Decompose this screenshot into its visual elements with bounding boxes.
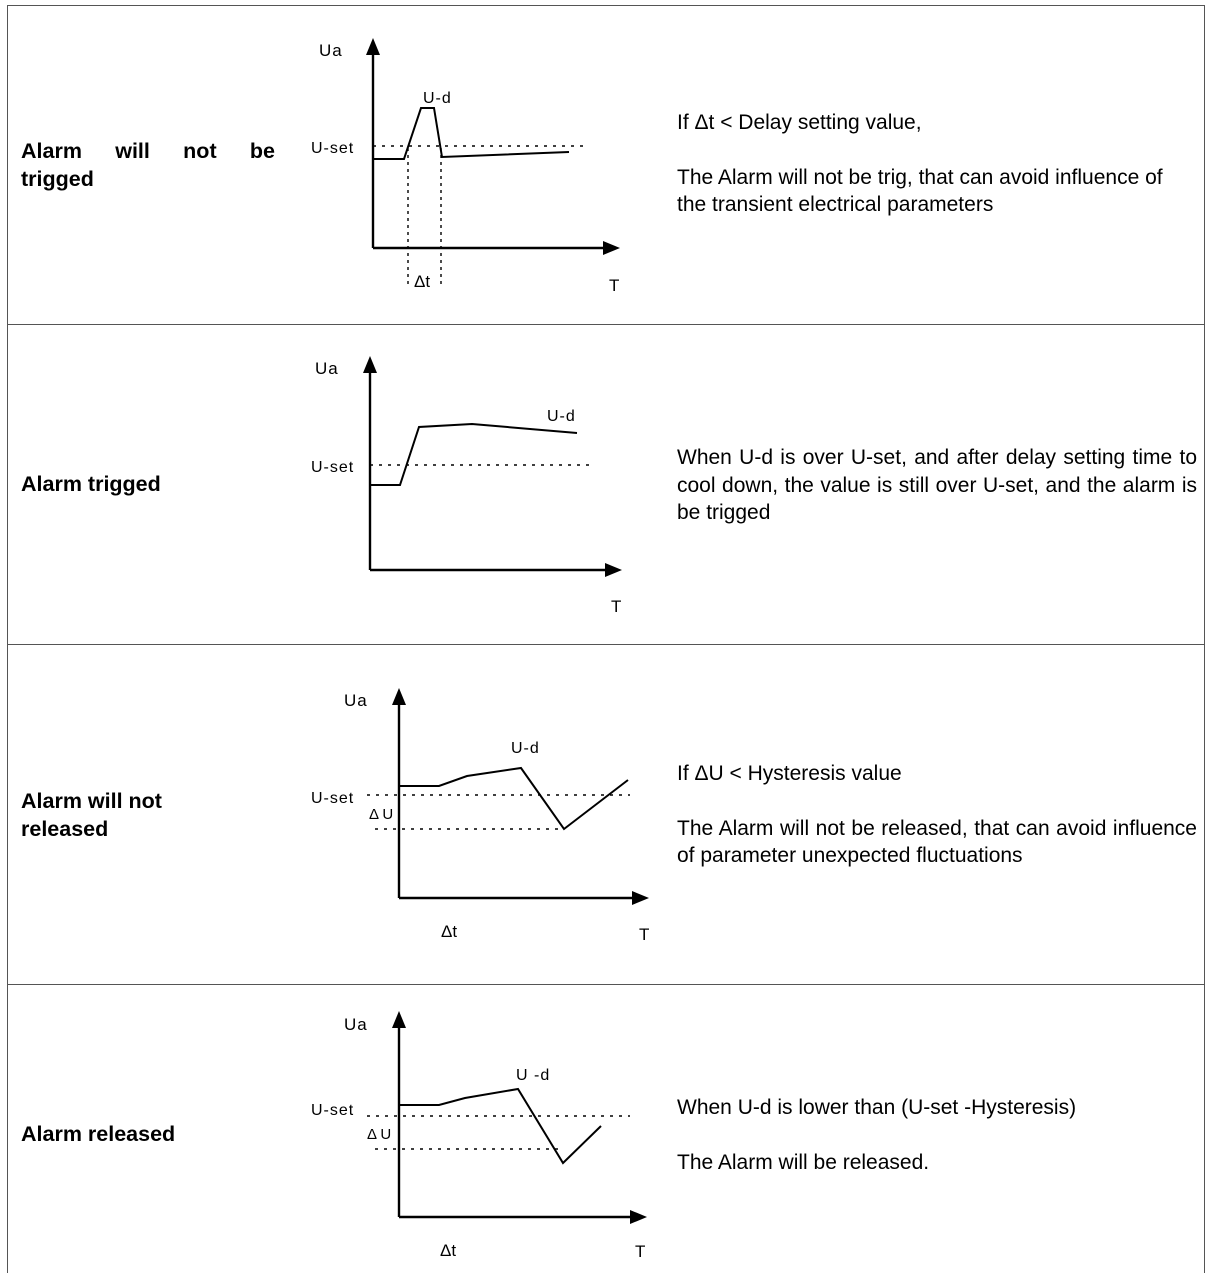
label-word: be [249,139,275,163]
row-description: If ΔU < Hysteresis value The Alarm will … [677,760,1197,870]
row-alarm-released: Alarm released Ua T U-set Δ U U -d Δt Wh… [7,985,1205,1273]
set-level-label: U-set [311,140,354,157]
label-word: will [115,139,150,163]
desc-line: If Δt < Delay setting value, [677,111,922,134]
y-axis-label: Ua [344,691,368,710]
y-axis-arrow [366,38,380,55]
desc-line: The Alarm will be released. [677,1150,930,1174]
row-description: If Δt < Delay setting value, The Alarm w… [677,109,1197,219]
x-axis-arrow [605,563,622,577]
desc-line: When U-d is lower than (U-set -Hysteresi… [677,1096,1077,1119]
curve-label: U-d [511,740,540,757]
row-label: Alarm trigged [21,472,161,496]
x-axis-label: T [635,1242,645,1261]
row-label: Alarm will not be trigged [21,137,275,193]
x-axis-label: T [611,597,621,616]
x-axis-arrow [630,1210,647,1224]
set-level-label: U-set [311,459,354,476]
diagram-released: Ua T U-set Δ U U -d Δt [311,1011,647,1261]
alarm-behavior-table [7,5,1205,1273]
label-word: not [183,139,217,163]
curve-label: U-d [423,90,452,107]
desc-line: The Alarm will not be trig, that can avo… [677,165,1163,217]
curve-label: U-d [547,408,576,425]
desc-line: The Alarm will not be released, that can… [677,816,1197,868]
diagram-not-released: Ua T U-set Δ U U-d Δt [311,688,649,944]
label-line-2: released [21,817,109,841]
curve-label: U -d [516,1067,550,1084]
row-description: When U-d is over U-set, and after delay … [677,444,1197,527]
y-axis-arrow [392,688,406,705]
set-level-label: U-set [311,790,354,807]
y-axis-arrow [392,1011,406,1028]
y-axis-label: Ua [344,1015,368,1034]
label-line-2: trigged [21,167,94,191]
row-label: Alarm released [21,1122,176,1146]
row-description: When U-d is lower than (U-set -Hysteresi… [677,1094,1197,1176]
curve-u-d [399,766,629,831]
row-alarm-not-released: Alarm will not released Ua T U-set Δ U U… [7,645,1205,985]
y-axis-label: Ua [315,359,339,378]
x-axis-arrow [632,891,649,905]
curve-u-d [399,1087,602,1165]
x-axis-arrow [603,241,620,255]
desc-line: If ΔU < Hysteresis value [677,762,902,785]
label-line-1: Alarm will not [21,789,162,813]
diagram-not-trigged: Ua T U-set U-d Δt [311,38,620,295]
desc-line: When U-d is over U-set, and after delay … [677,446,1197,524]
dt-label: Δt [414,272,430,291]
x-axis-label: T [639,925,649,944]
delta-u-label: Δ U [369,806,393,823]
y-axis-arrow [363,356,377,373]
row-label: Alarm will not released [21,787,162,843]
dt-label: Δt [440,1241,456,1260]
row-alarm-trigged: Alarm trigged Ua T U-set U-d When U-d is… [7,325,1205,645]
diagram-trigged: Ua T U-set U-d [311,356,622,616]
label-word: Alarm [21,139,82,163]
y-axis-label: Ua [319,41,343,60]
curve-u-d [373,107,570,160]
x-axis-label: T [609,276,619,295]
delta-u-label: Δ U [367,1126,391,1143]
dt-label: Δt [441,922,457,941]
row-alarm-not-trigged: Alarm will not be trigged Ua T U-set U-d… [7,5,1205,325]
curve-u-d [370,422,578,486]
set-level-label: U-set [311,1102,354,1119]
